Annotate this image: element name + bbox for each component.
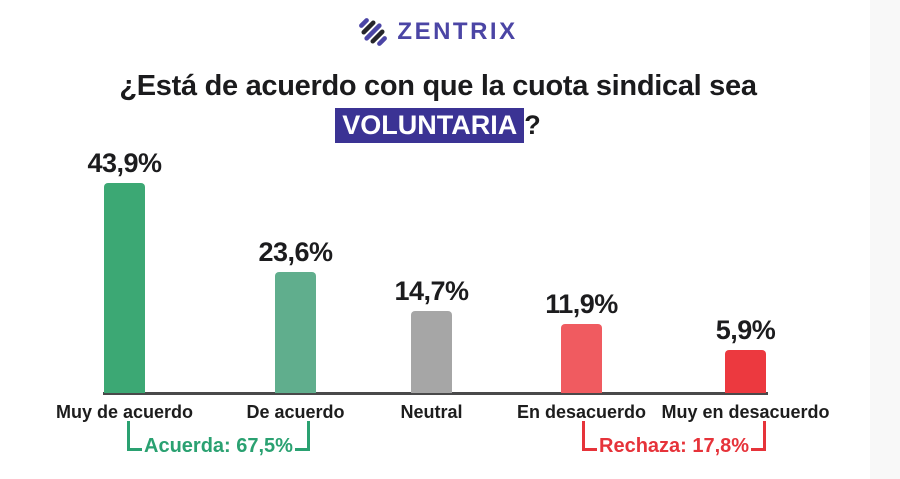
bracket-corner-left <box>127 421 142 451</box>
title-question-mark: ? <box>524 110 541 140</box>
bar-value-label: 14,7% <box>394 276 469 306</box>
brand-logo: ZENTRIX <box>0 14 876 50</box>
zentrix-logo-icon <box>359 18 388 46</box>
bracket-corner-left <box>582 421 597 451</box>
agreement-bracket: Acuerda: 67,5% <box>127 421 310 457</box>
bar-value-label: 5,9% <box>715 315 776 345</box>
bracket-corner-right <box>751 421 767 451</box>
bar-value-label: 23,6% <box>258 237 333 267</box>
bracket-corner-right <box>294 421 310 451</box>
right-edge-strip <box>870 0 900 479</box>
brand-name: ZENTRIX <box>397 18 518 45</box>
bar-3 <box>411 311 452 393</box>
rejection-bracket: Rechaza: 17,8% <box>582 421 767 457</box>
bar-5 <box>725 350 766 393</box>
bar-value-label: 11,9% <box>545 289 618 319</box>
title-line-1: ¿Está de acuerdo con que la cuota sindic… <box>119 70 757 102</box>
x-axis-line <box>103 392 768 395</box>
bar-2 <box>275 272 316 393</box>
title-highlight: VOLUNTARIA <box>335 108 525 143</box>
bar-1 <box>104 183 145 393</box>
rejection-total-label: Rechaza: 17,8% <box>599 435 750 457</box>
chart-title: ¿Está de acuerdo con que la cuota sindic… <box>0 70 876 143</box>
bar-4 <box>561 324 602 393</box>
category-label: Muy en desacuerdo <box>661 402 830 422</box>
bar-value-label: 43,9% <box>87 148 162 178</box>
agreement-total-label: Acuerda: 67,5% <box>144 435 293 457</box>
category-label: De acuerdo <box>246 402 345 422</box>
category-label: En desacuerdo <box>516 402 647 422</box>
category-label: Muy de acuerdo <box>55 402 194 422</box>
title-line-2: VOLUNTARIA? <box>0 108 876 143</box>
category-label: Neutral <box>400 402 463 422</box>
